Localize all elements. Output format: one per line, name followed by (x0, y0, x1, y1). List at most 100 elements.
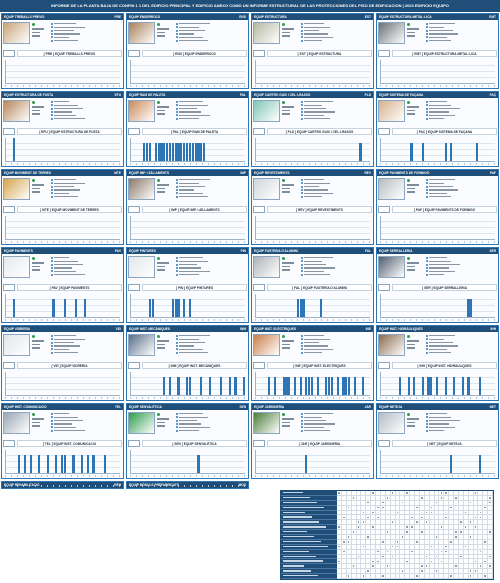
matrix-cell (380, 525, 386, 531)
detail-row (426, 351, 497, 354)
detail-row (301, 32, 372, 35)
matrix-cell (390, 534, 396, 540)
panel-title: EQUIP MOVIMENT DE TERRES (4, 171, 52, 175)
chart-bar (421, 142, 424, 161)
activity-chart (130, 60, 245, 84)
bullet-icon (51, 351, 53, 354)
matrix-row-name (281, 574, 337, 580)
matrix-cell (346, 549, 352, 555)
chart-title: [ INM ] EQUIP INST. MECÀNIQUES (142, 362, 247, 369)
panel-code: MOD (238, 483, 246, 487)
matrix-cell (376, 525, 381, 531)
matrix-cell (449, 554, 454, 560)
chart-bar (160, 142, 163, 161)
bullet-icon (176, 419, 178, 422)
matrix-cell (454, 534, 459, 540)
chart-bar (342, 376, 345, 395)
bullet-icon (426, 36, 428, 39)
matrix-cell (405, 549, 411, 555)
chart-bar (285, 376, 288, 395)
matrix-cell (341, 569, 347, 575)
matrix-cell (410, 530, 415, 535)
matrix-cell (371, 559, 376, 565)
matrix-cell (385, 505, 391, 511)
bullet-icon (426, 429, 428, 432)
chart-bar (427, 376, 430, 395)
summary-box (3, 206, 15, 213)
chart-x-ticks (130, 475, 245, 477)
bullet-icon (301, 188, 303, 191)
bullet-icon (301, 426, 303, 429)
detail-row (426, 426, 497, 429)
status-block (282, 411, 299, 437)
matrix-cell (449, 539, 454, 545)
matrix-cell (449, 520, 454, 526)
panel-header: EQUIP ENDERROCS END (127, 14, 248, 20)
matrix-cell (478, 500, 484, 506)
matrix-cell (400, 515, 406, 521)
summary-box (128, 50, 140, 57)
matrix-cell (419, 544, 425, 550)
matrix-cell (444, 534, 450, 540)
matrix-cell (361, 520, 367, 526)
team-panel: EQUIP SISTEMA DE FAÇANA FAÇ [ FAÇ ] EQUIP … (376, 91, 499, 167)
matrix-cell (385, 515, 391, 521)
matrix-cell (488, 495, 493, 501)
matrix-cell (478, 554, 484, 560)
matrix-cell (400, 491, 406, 496)
chart-bar (61, 454, 64, 473)
matrix-cell (468, 569, 474, 575)
matrix-cell (468, 505, 474, 511)
matrix-cell (488, 554, 493, 560)
chart-title: [ FAL ] EQUIP FUSTERIA D'ALUMINI (267, 284, 372, 291)
chart-bar (177, 376, 180, 395)
matrix-cell (366, 574, 372, 579)
matrix-cell (468, 530, 474, 535)
matrix-cell (390, 520, 396, 526)
matrix-cell (458, 559, 464, 565)
detail-row (301, 422, 372, 425)
bullet-icon (426, 22, 428, 25)
team-photo (3, 412, 30, 434)
summary-box (253, 128, 265, 135)
bullet-icon (301, 192, 303, 195)
bullet-icon (176, 416, 178, 419)
detail-row (426, 192, 497, 195)
bullet-icon (176, 429, 178, 432)
detail-row (301, 39, 372, 42)
matrix-cell (483, 569, 489, 575)
detail-row (426, 32, 497, 35)
matrix-cell (415, 564, 420, 570)
activity-chart (255, 60, 370, 84)
matrix-row-names (281, 491, 337, 580)
chart-x-ticks (130, 163, 245, 165)
chart-bar (430, 376, 433, 395)
chart-x-ticks (255, 475, 370, 477)
matrix-row-name (281, 569, 337, 575)
bullet-icon (301, 334, 303, 337)
chart-title: [ SEN ] EQUIP SENYALÈTICA (142, 440, 247, 447)
team-details (424, 411, 497, 437)
panel-code: IMP (240, 171, 246, 175)
detail-row (301, 178, 372, 181)
matrix-cell (458, 530, 464, 535)
matrix-cell (341, 500, 347, 506)
detail-row (426, 185, 497, 188)
matrix-cell (380, 569, 386, 575)
matrix-cell (346, 515, 352, 521)
matrix-cell (429, 539, 435, 545)
matrix-cell (429, 510, 435, 516)
team-panel: EQUIP ENDERROCS END [ END ] EQUIP ENDERROC… (126, 13, 249, 89)
chart-bar (18, 454, 21, 473)
status-dot-icon (157, 413, 160, 416)
matrix-row-name (281, 515, 337, 521)
status-dot-icon (32, 179, 35, 182)
team-panel: EQUIP ESTRUCTURA EST [ EST ] EQUIP ESTRUCT… (251, 13, 374, 89)
bullet-icon (301, 429, 303, 432)
status-block (282, 333, 299, 359)
matrix-cell (439, 495, 445, 501)
bullet-icon (51, 32, 53, 35)
chart-title: [ PLD ] EQUIP CARTRO GUIX I CEL·LRASOS (267, 128, 372, 135)
report-title: INFORME DE LA PLANTA BAJA DE CONFIN 1 1 … (0, 0, 500, 12)
bullet-icon (51, 39, 53, 42)
